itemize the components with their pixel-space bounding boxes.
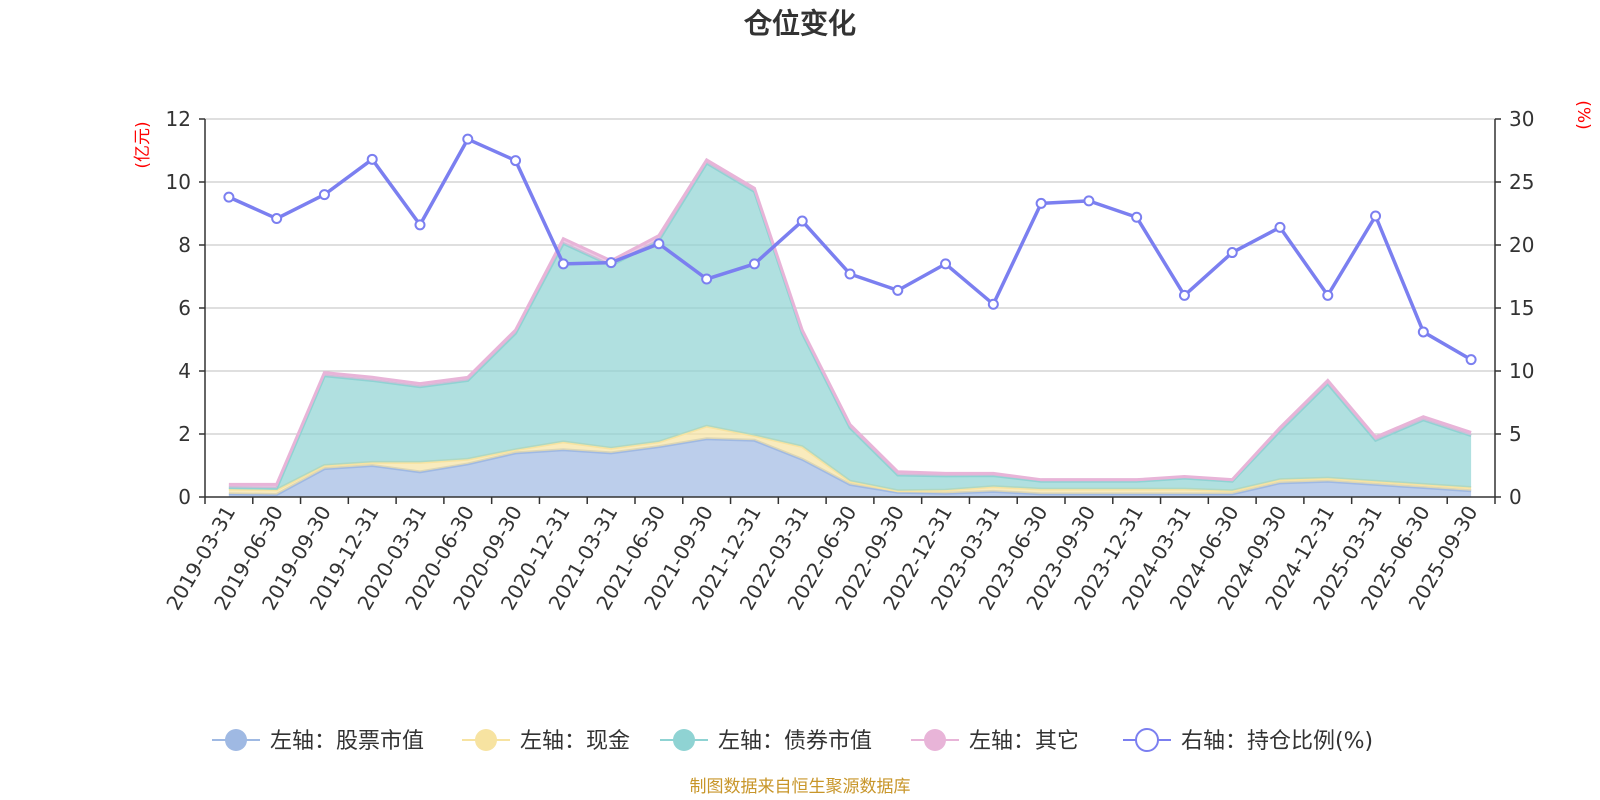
legend-marker [673,729,695,751]
ratio-point [940,258,952,270]
area-series-2 [228,163,1472,491]
right-axis-tick-label: 15 [1509,296,1534,320]
ratio-point [1417,326,1429,338]
position-ratio-line [223,133,1477,366]
right-axis-tick-label: 10 [1509,359,1534,383]
ratio-point [1035,197,1047,209]
legend: 左轴：股票市值 左轴：现金 左轴：债券市值 左轴：其它 右轴：持仓比例(%) [212,728,1373,754]
left-axis-tick-label: 12 [166,107,191,131]
ratio-point [366,153,378,165]
ratio-point [987,298,999,310]
right-axis-tick-label: 25 [1509,170,1534,194]
area-series-edge-3 [228,157,1472,486]
ratio-point [653,238,665,250]
legend-marker [924,729,946,751]
legend-marker [475,729,497,751]
ratio-point [414,219,426,231]
ratio-point [510,155,522,167]
chart-title: 仓位变化 [744,7,856,40]
axes: 0246810120510152025302019-03-312019-06-3… [161,107,1534,614]
area-series-0 [228,438,1472,497]
left-axis-tick-label: 8 [178,233,191,257]
ratio-point [1178,289,1190,301]
left-axis-tick-label: 0 [178,485,191,509]
right-axis-tick-label: 0 [1509,485,1522,509]
legend-label: 左轴：债券市值 [718,729,872,754]
ratio-point [701,273,713,285]
legend-label: 左轴：股票市值 [270,729,424,754]
ratio-point [1226,247,1238,259]
ratio-point [605,257,617,269]
left-axis-tick-label: 2 [178,422,191,446]
ratio-point [1370,210,1382,222]
left-axis-unit: (亿元) [133,121,153,168]
legend-label: 左轴：现金 [520,729,630,754]
ratio-point [1274,221,1286,233]
legend-marker [225,729,247,751]
source-note: 制图数据来自恒生聚源数据库 [690,777,911,797]
area-series-1 [228,426,1472,495]
ratio-point [1083,195,1095,207]
left-axis-tick-label: 4 [178,359,191,383]
ratio-point [796,215,808,227]
ratio-point [1465,354,1477,366]
ratio-point [1131,211,1143,223]
ratio-line-path [228,137,1472,362]
legend-label: 左轴：其它 [969,729,1079,754]
ratio-point [271,213,283,225]
ratio-point [557,258,569,270]
ratio-point [844,268,856,280]
stacked-areas [228,157,1472,497]
ratio-point [318,189,330,201]
right-axis-tick-label: 30 [1509,107,1534,131]
ratio-point [748,258,760,270]
right-axis-unit: (%) [1573,100,1593,129]
ratio-point [223,191,235,203]
ratio-point [462,133,474,145]
legend-marker [1135,728,1159,752]
left-axis-tick-label: 10 [166,170,191,194]
right-axis-tick-label: 5 [1509,422,1522,446]
right-axis-tick-label: 20 [1509,233,1534,257]
ratio-point [892,284,904,296]
ratio-point [1322,289,1334,301]
left-axis-tick-label: 6 [178,296,191,320]
legend-label: 右轴：持仓比例(%) [1181,729,1373,754]
